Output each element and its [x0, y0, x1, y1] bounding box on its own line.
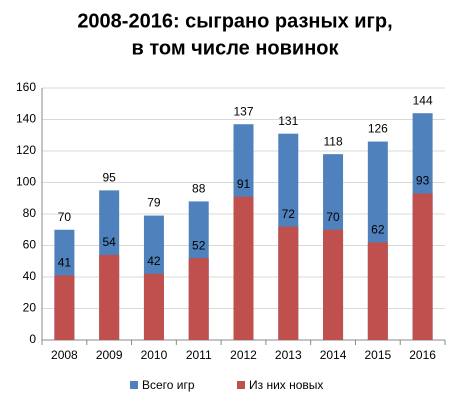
- y-tick-label: 140: [16, 112, 36, 126]
- bar: [188, 258, 209, 340]
- x-tick-label: 2010: [141, 348, 168, 362]
- legend-label: Из них новых: [249, 378, 323, 392]
- y-tick-label: 40: [23, 269, 37, 283]
- x-tick-label: 2013: [275, 348, 302, 362]
- value-label: 62: [371, 223, 385, 237]
- x-tick-label: 2008: [51, 348, 78, 362]
- bar: [278, 226, 299, 340]
- bar: [99, 254, 120, 340]
- value-label: 88: [192, 182, 206, 196]
- y-tick-label: 80: [23, 206, 37, 220]
- value-label: 54: [102, 235, 116, 249]
- value-label: 42: [147, 254, 161, 268]
- x-tick-label: 2011: [186, 348, 212, 362]
- y-tick-label: 120: [16, 143, 36, 157]
- bar: [54, 275, 75, 340]
- value-label: 137: [233, 104, 253, 118]
- y-tick-label: 20: [23, 301, 37, 315]
- x-tick-label: 2015: [364, 348, 391, 362]
- legend-label: Всего игр: [142, 378, 195, 392]
- chart-title: в том числе новинок: [131, 37, 339, 59]
- value-label: 91: [237, 177, 251, 191]
- y-tick-label: 0: [29, 332, 36, 346]
- bar: [233, 196, 254, 340]
- x-tick-label: 2016: [409, 348, 436, 362]
- x-tick-label: 2012: [230, 348, 257, 362]
- y-tick-label: 100: [16, 175, 36, 189]
- legend-swatch: [130, 381, 138, 389]
- bar: [367, 242, 388, 340]
- value-label: 126: [368, 122, 388, 136]
- bar: [412, 193, 433, 340]
- bar: [143, 273, 164, 340]
- chart-title: 2008-2016: сыграно разных игр,: [77, 10, 392, 32]
- value-label: 93: [416, 174, 430, 188]
- value-label: 144: [413, 93, 433, 107]
- value-label: 70: [58, 210, 72, 224]
- value-label: 95: [102, 171, 116, 185]
- value-label: 70: [326, 210, 340, 224]
- value-label: 79: [147, 196, 161, 210]
- bar: [323, 229, 344, 340]
- x-tick-label: 2009: [96, 348, 123, 362]
- value-label: 72: [282, 207, 296, 221]
- value-label: 41: [58, 256, 72, 270]
- y-tick-label: 160: [16, 80, 36, 94]
- x-tick-label: 2014: [320, 348, 347, 362]
- legend-swatch: [237, 381, 245, 389]
- y-tick-label: 60: [23, 238, 37, 252]
- value-label: 131: [278, 114, 298, 128]
- value-label: 118: [323, 134, 342, 148]
- value-label: 52: [192, 238, 206, 252]
